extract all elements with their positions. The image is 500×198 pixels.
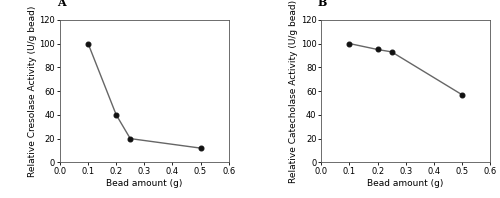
- Text: A: A: [56, 0, 66, 8]
- Y-axis label: Relative Cresolase Activity (U/g bead): Relative Cresolase Activity (U/g bead): [28, 5, 36, 177]
- X-axis label: Bead amount (g): Bead amount (g): [368, 179, 444, 188]
- Y-axis label: Relative Catecholase Activity (U/g bead): Relative Catecholase Activity (U/g bead): [289, 0, 298, 183]
- X-axis label: Bead amount (g): Bead amount (g): [106, 179, 182, 188]
- Text: B: B: [318, 0, 328, 8]
